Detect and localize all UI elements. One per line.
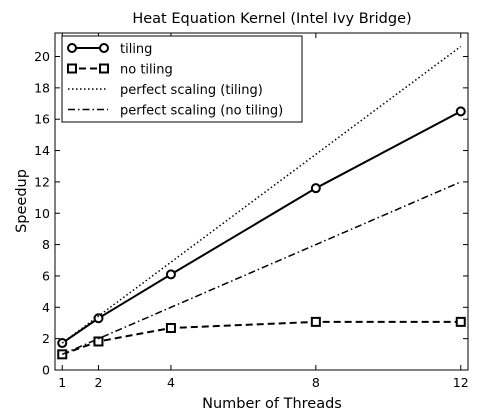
no-tiling-point: [455, 316, 466, 327]
y-tick-label: 12: [34, 174, 50, 189]
legend-label: perfect scaling (no tiling): [120, 104, 283, 119]
tiling-line: [61, 110, 462, 344]
legend-items: tiling no tiling perfect scaling (tiling) p…: [67, 42, 283, 119]
tiling-point: [455, 106, 466, 117]
legend-label: tiling: [120, 42, 152, 57]
x-tick-label: 8: [312, 375, 320, 390]
x-axis-title: Number of Threads: [202, 396, 342, 412]
y-tick-label: 0: [42, 363, 50, 378]
y-tick-label: 10: [34, 206, 50, 221]
x-tick-label: 2: [94, 375, 102, 390]
y-tick-label: 6: [42, 268, 50, 283]
x-tick-label: 12: [453, 375, 469, 390]
no-tiling-line: [61, 320, 461, 356]
legend-square-marker: [99, 63, 109, 74]
x-tick-label: 4: [167, 375, 175, 390]
y-tick-label: 4: [42, 300, 50, 315]
y-tick-label: 16: [34, 112, 50, 127]
legend: tiling no tiling perfect scaling (tiling) p…: [61, 35, 303, 123]
chart-title: Heat Equation Kernel (Intel Ivy Bridge): [132, 11, 411, 27]
tiling-point: [93, 313, 104, 324]
no-tiling-point: [93, 336, 104, 347]
plot-frame: [54, 32, 469, 371]
tiling-point: [310, 183, 321, 194]
no-tiling-point: [165, 322, 176, 333]
y-tick-label: 18: [34, 80, 50, 95]
series-layer: [57, 45, 466, 360]
legend-circle-marker: [99, 43, 109, 53]
y-axis-title: Speedup: [14, 169, 30, 233]
perfect-scaling-tiling-line: [61, 45, 462, 344]
legend-label: perfect scaling (tiling): [120, 83, 263, 98]
no-tiling-point: [57, 349, 68, 360]
tiling-point: [165, 269, 176, 280]
x-tick-label: 1: [58, 375, 66, 390]
legend-label: no tiling: [120, 63, 173, 78]
y-tick-label: 2: [42, 331, 50, 346]
y-tick-label: 14: [34, 143, 50, 158]
tiling-point: [57, 338, 68, 349]
y-tick-label: 8: [42, 237, 50, 252]
legend-square-marker: [67, 63, 77, 74]
no-tiling-point: [310, 316, 321, 327]
legend-circle-marker: [67, 43, 77, 53]
perfect-scaling-no-tiling-line: [61, 181, 462, 356]
y-tick-label: 20: [34, 49, 50, 64]
